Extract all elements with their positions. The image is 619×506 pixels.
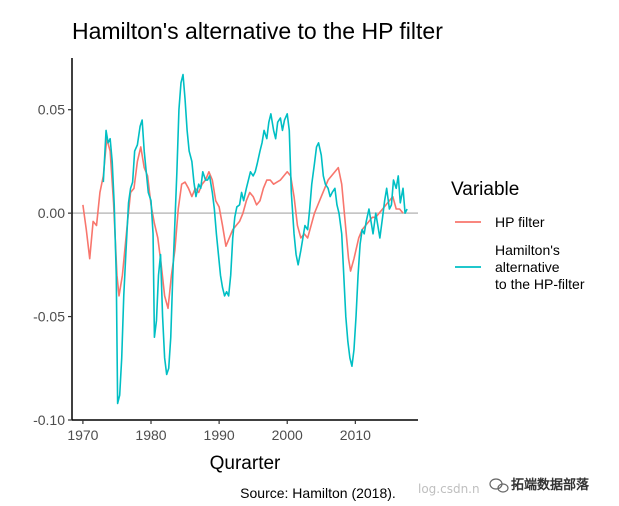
legend-title: Variable	[451, 179, 519, 200]
x-tick-label: 1980	[135, 427, 166, 443]
y-tick-label: 0.00	[38, 205, 65, 221]
chart-title: Hamilton's alternative to the HP filter	[72, 18, 443, 44]
y-tick-label: -0.10	[33, 412, 65, 428]
x-axis-ticks: 1970 1980 1990 2000 2010	[67, 420, 371, 443]
watermark-faint-text: log.csdn.n	[418, 482, 480, 496]
legend-label: HP filter	[495, 214, 545, 230]
y-tick-label: -0.05	[33, 309, 65, 325]
series-layer	[82, 73, 408, 405]
series-line-hp-filter	[82, 137, 404, 310]
x-axis-title: Qurarter	[210, 453, 281, 474]
legend: Variable HP filter Hamilton'salternativet…	[451, 179, 585, 292]
wechat-logo-icon	[489, 478, 509, 493]
y-axis-ticks: -0.10 -0.05 0.00 0.05	[33, 102, 72, 428]
x-tick-label: 1990	[204, 427, 235, 443]
legend-label: Hamilton's	[495, 242, 560, 258]
legend-label: alternative	[495, 259, 560, 275]
plot-area: -0.10 -0.05 0.00 0.05 1970 1980 1990 2000 2010	[33, 58, 418, 443]
y-tick-label: 0.05	[38, 102, 65, 118]
source-caption: Source: Hamilton (2018).	[240, 485, 396, 501]
x-tick-label: 2010	[340, 427, 371, 443]
series-line-hamilton-alternative	[102, 73, 408, 405]
x-tick-label: 2000	[272, 427, 303, 443]
watermark: log.csdn.n 拓端数据部落	[418, 477, 590, 496]
x-tick-label: 1970	[67, 427, 98, 443]
watermark-brand-text: 拓端数据部落	[511, 477, 590, 493]
legend-label: to the HP-filter	[495, 276, 585, 292]
